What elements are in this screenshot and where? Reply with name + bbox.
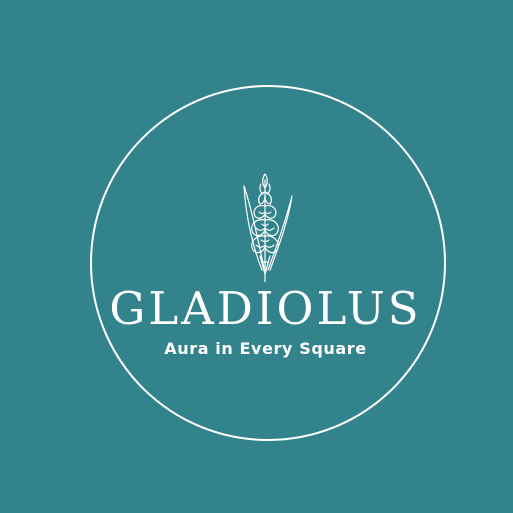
brand-name: GLADIOLUS bbox=[109, 282, 422, 335]
tagline: Aura in Every Square bbox=[164, 339, 367, 358]
logo-circle-border bbox=[90, 85, 446, 441]
gladiolus-flower-icon bbox=[243, 173, 293, 282]
